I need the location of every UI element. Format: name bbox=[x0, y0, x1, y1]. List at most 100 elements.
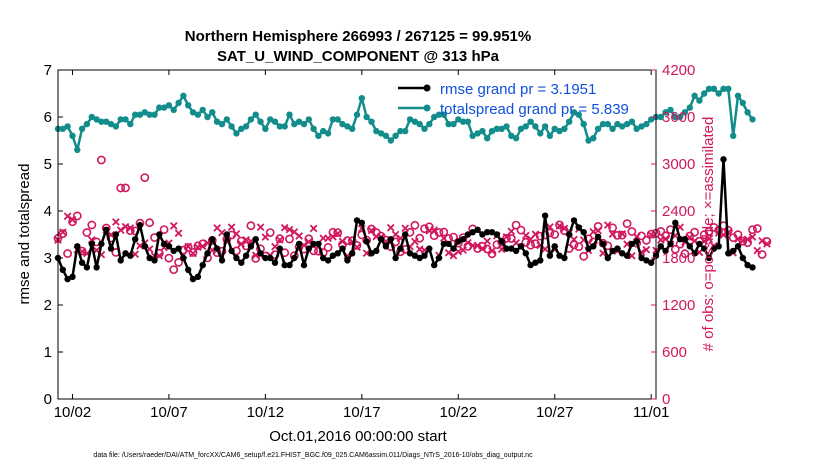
rmse-point bbox=[459, 236, 467, 243]
totalspread-point bbox=[160, 104, 168, 111]
rmse-point bbox=[435, 254, 443, 262]
possible-obs-marker bbox=[449, 232, 458, 242]
totalspread-point bbox=[387, 137, 394, 144]
rmse-point bbox=[344, 257, 351, 264]
totalspread-point bbox=[257, 118, 264, 125]
totalspread-point bbox=[648, 116, 655, 123]
possible-obs-marker bbox=[169, 265, 179, 274]
possible-obs-marker bbox=[550, 230, 560, 239]
possible-obs-marker bbox=[145, 218, 154, 228]
rmse-point bbox=[619, 250, 626, 257]
rmse-point bbox=[78, 259, 86, 266]
rmse-point bbox=[585, 245, 592, 252]
totalspread-point bbox=[271, 118, 279, 125]
totalspread-point bbox=[141, 109, 148, 116]
totalspread-point bbox=[74, 146, 81, 154]
assimilated-obs-marker bbox=[628, 251, 636, 260]
rmse-point bbox=[310, 240, 317, 248]
possible-obs-marker bbox=[68, 217, 77, 227]
totalspread-point bbox=[392, 132, 399, 139]
x-tick-label: 10/12 bbox=[247, 404, 285, 421]
possible-obs-marker bbox=[116, 183, 126, 193]
totalspread-point bbox=[262, 125, 269, 132]
totalspread-point bbox=[522, 123, 529, 130]
totalspread-point bbox=[397, 127, 404, 135]
rmse-point bbox=[599, 240, 607, 248]
rmse-point bbox=[160, 240, 168, 248]
possible-obs-marker bbox=[526, 240, 535, 250]
rmse-point bbox=[83, 264, 91, 271]
possible-obs-marker bbox=[97, 155, 106, 165]
x-tick-label: 10/07 bbox=[150, 404, 188, 421]
y-axis-right: 0 600 1200 1800 2400 3000 3600 4200 bbox=[651, 62, 695, 408]
rmse-point bbox=[387, 236, 394, 243]
rmse-point bbox=[667, 240, 674, 248]
totalspread-point bbox=[194, 111, 202, 118]
totalspread-point bbox=[117, 116, 124, 123]
assimilated-obs-marker bbox=[232, 230, 241, 238]
assimilated-obs-marker bbox=[570, 235, 578, 244]
totalspread-point bbox=[421, 125, 428, 132]
totalspread-point bbox=[238, 125, 245, 132]
totalspread-point bbox=[594, 125, 602, 132]
totalspread-point bbox=[218, 120, 226, 128]
totalspread-point bbox=[643, 120, 650, 128]
totalspread-point bbox=[725, 85, 732, 93]
assimilated-obs-marker bbox=[531, 230, 540, 239]
assimilated-obs-marker bbox=[386, 223, 395, 232]
legend-spread-label: totalspread grand pr = 5.839 bbox=[440, 101, 629, 118]
possible-obs-marker bbox=[140, 173, 150, 182]
possible-obs-marker bbox=[555, 220, 564, 230]
assimilated-obs-marker bbox=[58, 228, 67, 236]
rmse-point bbox=[377, 236, 385, 243]
rmse-point bbox=[421, 252, 428, 259]
rmse-point bbox=[546, 252, 554, 259]
rmse-point bbox=[739, 254, 746, 262]
y-left-tick-label: 4 bbox=[44, 203, 52, 220]
rmse-point bbox=[392, 254, 399, 262]
totalspread-point bbox=[406, 116, 414, 123]
rmse-point bbox=[503, 245, 510, 252]
totalspread-point bbox=[286, 111, 293, 118]
rmse-point bbox=[464, 231, 472, 238]
rmse-point bbox=[744, 261, 751, 269]
totalspread-point bbox=[469, 132, 476, 139]
rmse-point bbox=[320, 254, 327, 262]
totalspread-point bbox=[464, 118, 472, 125]
totalspread-point bbox=[484, 135, 491, 142]
rmse-point bbox=[498, 238, 505, 245]
possible-obs-marker bbox=[574, 242, 584, 251]
rmse-point bbox=[233, 254, 240, 262]
totalspread-point bbox=[541, 123, 549, 130]
rmse-point bbox=[209, 236, 216, 243]
totalspread-point bbox=[175, 99, 182, 107]
totalspread-point bbox=[701, 90, 708, 97]
totalspread-point bbox=[267, 116, 274, 123]
totalspread-point bbox=[566, 118, 573, 125]
possible-obs-marker bbox=[642, 235, 651, 245]
legend-rmse-label: rmse grand pr = 3.1951 bbox=[440, 81, 596, 98]
totalspread-point bbox=[358, 95, 365, 102]
rmse-point bbox=[749, 264, 756, 271]
possible-obs-marker bbox=[410, 220, 420, 230]
totalspread-point bbox=[599, 120, 607, 128]
chart-subtitle: SAT_U_WIND_COMPONENT @ 313 hPa bbox=[217, 48, 500, 65]
totalspread-point bbox=[315, 132, 322, 139]
rmse-point bbox=[566, 231, 573, 238]
rmse-point bbox=[107, 245, 115, 252]
rmse-point bbox=[696, 240, 703, 248]
totalspread-point bbox=[88, 113, 96, 121]
rmse-point bbox=[537, 257, 544, 264]
assimilated-obs-marker bbox=[329, 232, 337, 241]
assimilated-obs-marker bbox=[705, 234, 713, 243]
totalspread-point bbox=[585, 137, 592, 144]
rmse-point bbox=[64, 275, 71, 283]
possible-obs-marker bbox=[174, 257, 183, 267]
possible-obs-marker bbox=[656, 226, 666, 236]
assimilated-obs-marker bbox=[155, 251, 164, 260]
rmse-point bbox=[358, 219, 365, 226]
rmse-point bbox=[349, 250, 356, 257]
totalspread-point bbox=[93, 116, 100, 123]
assimilated-obs-marker bbox=[758, 237, 766, 245]
